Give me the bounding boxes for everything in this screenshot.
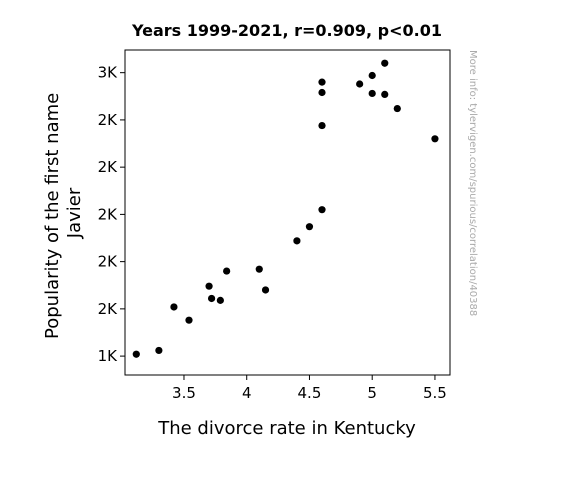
data-point	[381, 90, 389, 99]
data-point	[170, 303, 178, 311]
y-axis: 1K 2K 2K 2K 2K 2K 3K	[98, 64, 125, 365]
data-point	[223, 267, 231, 275]
data-point	[207, 294, 216, 303]
y-axis-label-line-1: Popularity of the first name	[42, 93, 63, 339]
data-point	[318, 88, 326, 97]
data-point	[318, 78, 326, 86]
data-point	[368, 71, 376, 80]
data-point	[205, 282, 213, 290]
y-axis-label-line-2: Javier	[64, 187, 85, 239]
data-point	[368, 89, 376, 98]
data-point	[431, 135, 439, 143]
data-point	[318, 206, 326, 214]
y-tick-label: 2K	[98, 300, 119, 318]
data-point	[381, 59, 389, 67]
data-point	[305, 223, 314, 231]
data-point	[155, 346, 163, 355]
data-point	[318, 121, 326, 130]
data-point	[132, 350, 140, 358]
data-points	[132, 59, 439, 358]
data-point	[393, 104, 401, 113]
x-tick-label: 5	[367, 384, 377, 402]
y-tick-label: 3K	[98, 64, 119, 82]
data-point	[255, 265, 263, 273]
data-point	[261, 286, 270, 294]
y-tick-label: 2K	[98, 205, 119, 223]
data-point	[185, 316, 193, 324]
data-point	[216, 296, 224, 304]
y-tick-label: 2K	[98, 253, 119, 271]
chart-title: Years 1999-2021, r=0.909, p<0.01	[131, 21, 442, 40]
data-point	[293, 237, 301, 245]
x-tick-label: 3.5	[172, 384, 196, 402]
x-axis: 3.5 4 4.5 5 5.5	[172, 375, 447, 402]
y-tick-label: 2K	[98, 111, 119, 129]
plot-area	[124, 49, 451, 376]
x-tick-label: 4	[242, 384, 252, 402]
y-axis-label: Popularity of the first name Javier	[42, 87, 85, 339]
watermark-text: More info: tylervigen.com/spurious/corre…	[467, 50, 478, 316]
y-tick-label: 1K	[98, 347, 119, 365]
x-axis-label: The divorce rate in Kentucky	[157, 418, 416, 439]
x-tick-label: 4.5	[298, 384, 322, 402]
x-tick-label: 5.5	[423, 384, 447, 402]
y-tick-label: 2K	[98, 158, 119, 176]
data-point	[356, 80, 364, 88]
